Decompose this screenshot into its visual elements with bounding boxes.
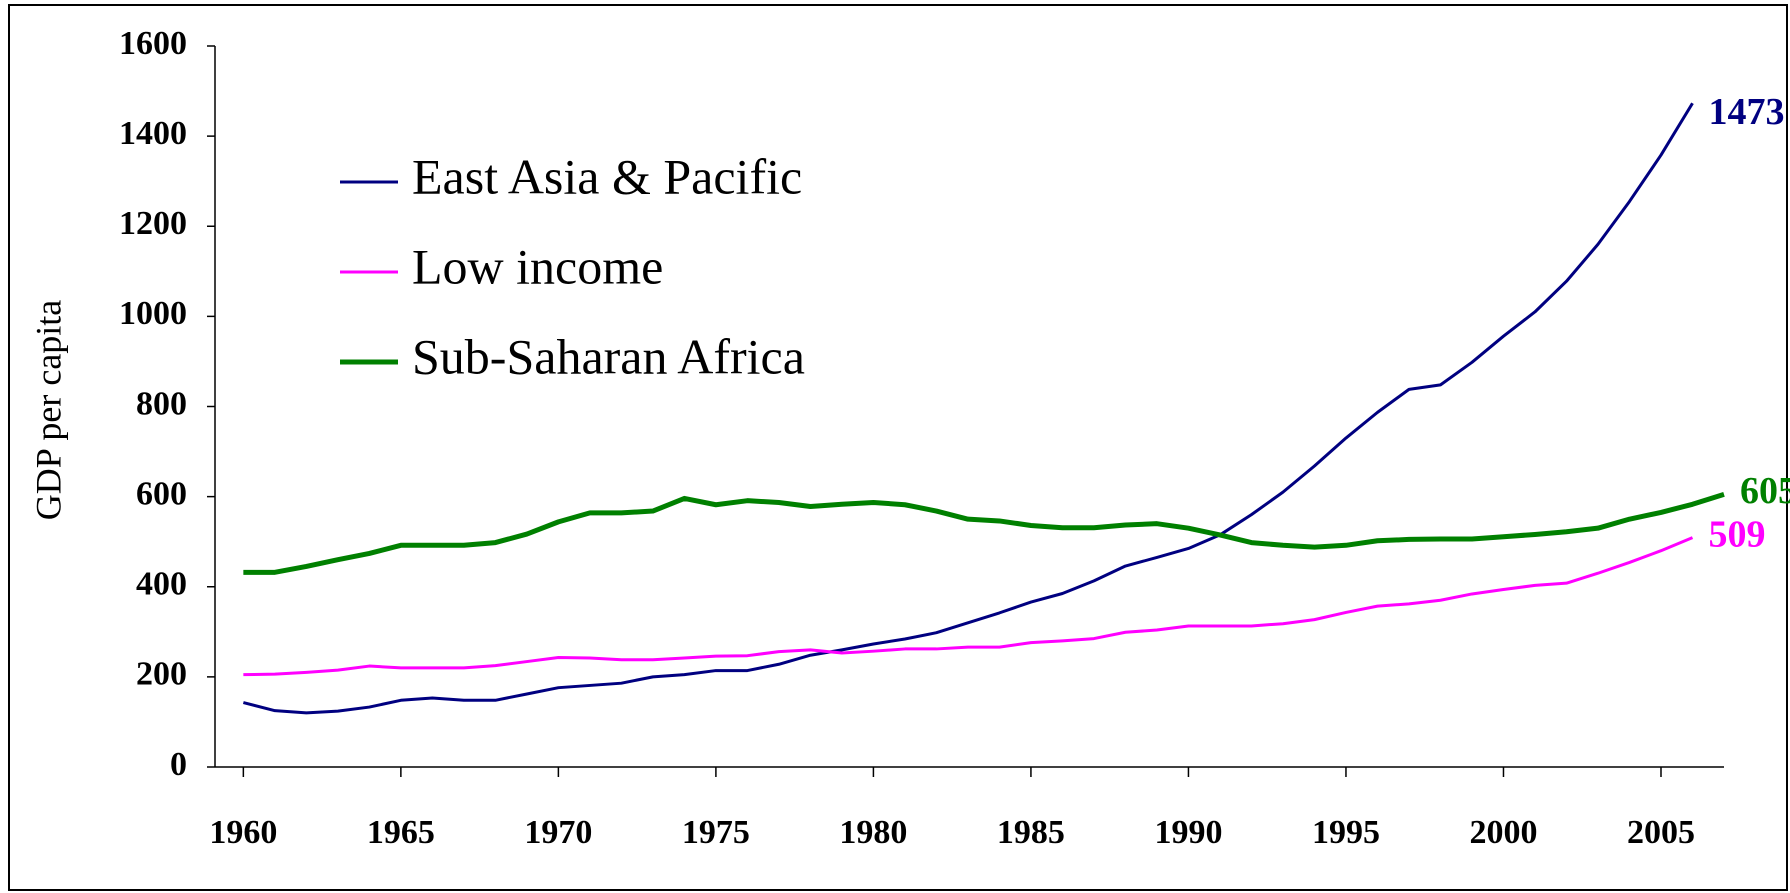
end-label: 1473: [1708, 91, 1784, 133]
x-tick-label: 1970: [524, 814, 592, 851]
y-tick-label: 1200: [119, 205, 187, 242]
x-tick-label: 2000: [1469, 814, 1537, 851]
x-tick-label: 1985: [997, 814, 1065, 851]
y-tick-label: 600: [136, 475, 187, 512]
y-tick-label: 1000: [119, 295, 187, 332]
legend-label: East Asia & Pacific: [412, 148, 802, 204]
x-tick-label: 1960: [209, 814, 277, 851]
end-label: 509: [1708, 513, 1765, 555]
series-line: [243, 491, 1725, 575]
end-label: 605: [1740, 470, 1790, 512]
legend-label: Sub-Saharan Africa: [412, 328, 805, 384]
y-tick-label: 800: [136, 385, 187, 422]
legend-label: Low income: [412, 238, 663, 294]
y-tick-label: 1400: [119, 115, 187, 152]
x-tick-label: 2005: [1627, 814, 1695, 851]
y-axis-label: GDP per capita: [28, 300, 68, 521]
series-line: [242, 102, 1694, 715]
x-tick-label: 1990: [1154, 814, 1222, 851]
x-tick-label: 1995: [1312, 814, 1380, 851]
x-tick-label: 1975: [682, 814, 750, 851]
frame: [8, 4, 1788, 891]
y-tick-label: 0: [170, 746, 187, 783]
y-tick-label: 200: [136, 656, 187, 693]
x-tick-label: 1965: [367, 814, 435, 851]
y-tick-label: 1600: [119, 25, 187, 62]
series-line: [243, 536, 1694, 677]
y-tick-label: 400: [136, 566, 187, 603]
x-tick-label: 1980: [839, 814, 907, 851]
